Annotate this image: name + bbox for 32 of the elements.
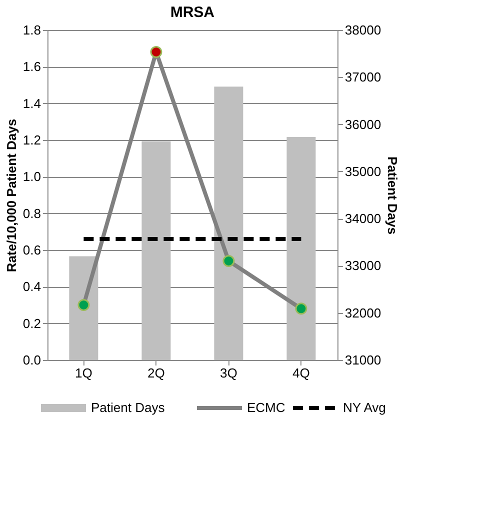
y2-tick-label: 31000: [344, 352, 382, 368]
legend-label: ECMC: [247, 400, 286, 415]
x-tick-label: 3Q: [220, 366, 238, 380]
x-tick-label: 2Q: [148, 366, 165, 380]
y2-tick-label: 37000: [344, 70, 382, 85]
y-tick-label: 1.4: [22, 96, 41, 111]
y2-tick-label: 32000: [344, 305, 382, 320]
y-tick-label: 0.4: [22, 279, 41, 294]
y-tick-label: 0.0: [22, 352, 41, 368]
y2-tick-label: 36000: [344, 116, 382, 132]
chart-title: MRSA: [170, 4, 215, 21]
y2-tick-label: 35000: [344, 164, 382, 179]
y2-tick-label: 34000: [344, 211, 382, 226]
point: [150, 46, 162, 58]
y-tick-label: 1.8: [22, 22, 41, 38]
x-tick-label: 1Q: [75, 366, 92, 380]
y-tick-label: 0.8: [22, 206, 41, 221]
y2-tick-label: 38000: [344, 22, 382, 38]
legend-label: Patient Days: [91, 400, 166, 415]
y-tick-label: 1.6: [22, 59, 41, 74]
y-tick-label: 1.2: [22, 132, 41, 148]
x-tick-label: 4Q: [292, 366, 310, 380]
y-tick-label: 0.2: [22, 316, 41, 331]
point: [222, 255, 235, 267]
point: [78, 299, 90, 311]
y2-axis-title: Patient Days: [385, 156, 400, 235]
y-tick-label: 1.0: [22, 169, 41, 184]
y2-tick-label: 33000: [344, 258, 382, 274]
y-tick-label: 0.6: [22, 242, 41, 258]
point: [295, 302, 308, 315]
legend-label: NY Avg: [343, 400, 386, 415]
y-axis-title: Rate/10,000 Patient Days: [4, 118, 19, 272]
